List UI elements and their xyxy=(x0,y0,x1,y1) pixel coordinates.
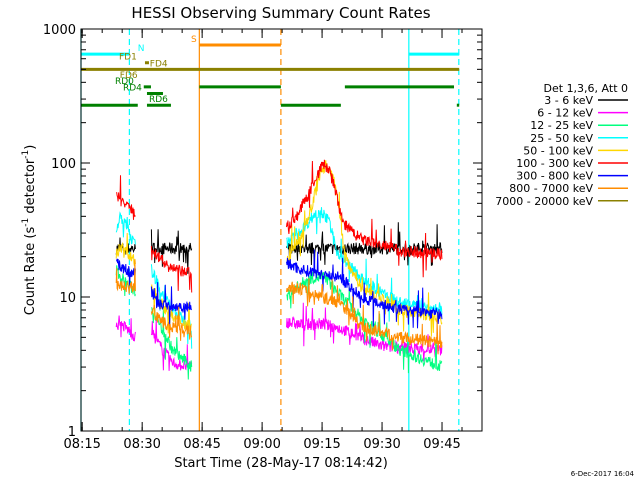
y-tick-label: 10 xyxy=(59,291,76,306)
y-tick-label: 1000 xyxy=(43,23,76,38)
y-axis-title-sup: -1 xyxy=(21,150,31,159)
series-group xyxy=(115,259,443,355)
series-line xyxy=(286,159,443,278)
plot-frame xyxy=(80,28,483,432)
x-tick-label: 09:15 xyxy=(303,437,340,452)
y-axis-title-part: Count Rate (s xyxy=(23,227,38,316)
x-tick-label: 08:30 xyxy=(123,437,160,452)
series-line xyxy=(116,175,136,220)
x-tick-label: 09:45 xyxy=(423,437,460,452)
x-tick-label: 09:30 xyxy=(363,437,400,452)
series-line xyxy=(115,211,136,245)
series-group xyxy=(116,159,443,293)
chart-title: HESSI Observing Summary Count Rates xyxy=(131,4,430,22)
legend-label: 800 - 7000 keV xyxy=(509,182,593,195)
flag-label: FD4 xyxy=(150,59,168,69)
legend-label: 12 - 25 keV xyxy=(530,119,593,132)
x-axis-title: Start Time (28-May-17 08:14:42) xyxy=(174,456,388,471)
legend-label: 6 - 12 keV xyxy=(537,107,593,120)
x-tick-label: 08:15 xyxy=(63,437,100,452)
series-line xyxy=(150,304,193,341)
legend-label: 7000 - 20000 keV xyxy=(495,195,593,208)
series-line xyxy=(286,278,443,355)
series-group xyxy=(115,249,443,329)
y-axis-title-sup: -1 xyxy=(21,218,31,227)
y-tick-label: 1 xyxy=(68,425,76,440)
x-tick-label: 09:00 xyxy=(243,437,280,452)
legend-label: 100 - 300 keV xyxy=(516,157,593,170)
legend-label: 3 - 6 keV xyxy=(544,94,593,107)
series-line xyxy=(115,259,136,294)
series-line xyxy=(115,315,136,342)
series-line xyxy=(150,229,193,274)
legend-title: Det 1,3,6, Att 0 xyxy=(544,82,628,95)
series-line xyxy=(115,232,136,266)
flag-label: N xyxy=(138,44,145,54)
flag-label: FD1 xyxy=(119,53,137,63)
series-line xyxy=(286,249,443,329)
y-axis-title-part: ) xyxy=(23,145,38,150)
flag-label: RD4 xyxy=(123,84,142,94)
axes: 08:15 08:30 08:45 09:00 09:15 09:30 09:45 1 10 10… xyxy=(43,23,483,452)
series-line xyxy=(115,258,136,288)
legend-label: 300 - 800 keV xyxy=(516,170,593,183)
legend-label: 50 - 100 keV xyxy=(523,144,593,157)
flag-label: S xyxy=(191,35,197,45)
flag-label: FD6 xyxy=(120,71,138,81)
flag-label: RD0 xyxy=(115,77,134,87)
y-axis-title: Count Rate (s-1 detector-1) xyxy=(21,145,38,316)
x-tick-label: 08:45 xyxy=(183,437,220,452)
series-line xyxy=(150,245,193,293)
series-line xyxy=(150,282,193,328)
y-axis-title-part: detector xyxy=(23,158,38,218)
flag-label: RD6 xyxy=(149,95,168,105)
series-layer xyxy=(115,159,443,380)
series-group xyxy=(115,207,443,349)
generation-timestamp: 6-Dec-2017 16:04 xyxy=(571,470,635,478)
legend-label: 25 - 50 keV xyxy=(530,132,593,145)
series-line xyxy=(286,222,443,274)
y-tick-label: 100 xyxy=(51,157,76,172)
